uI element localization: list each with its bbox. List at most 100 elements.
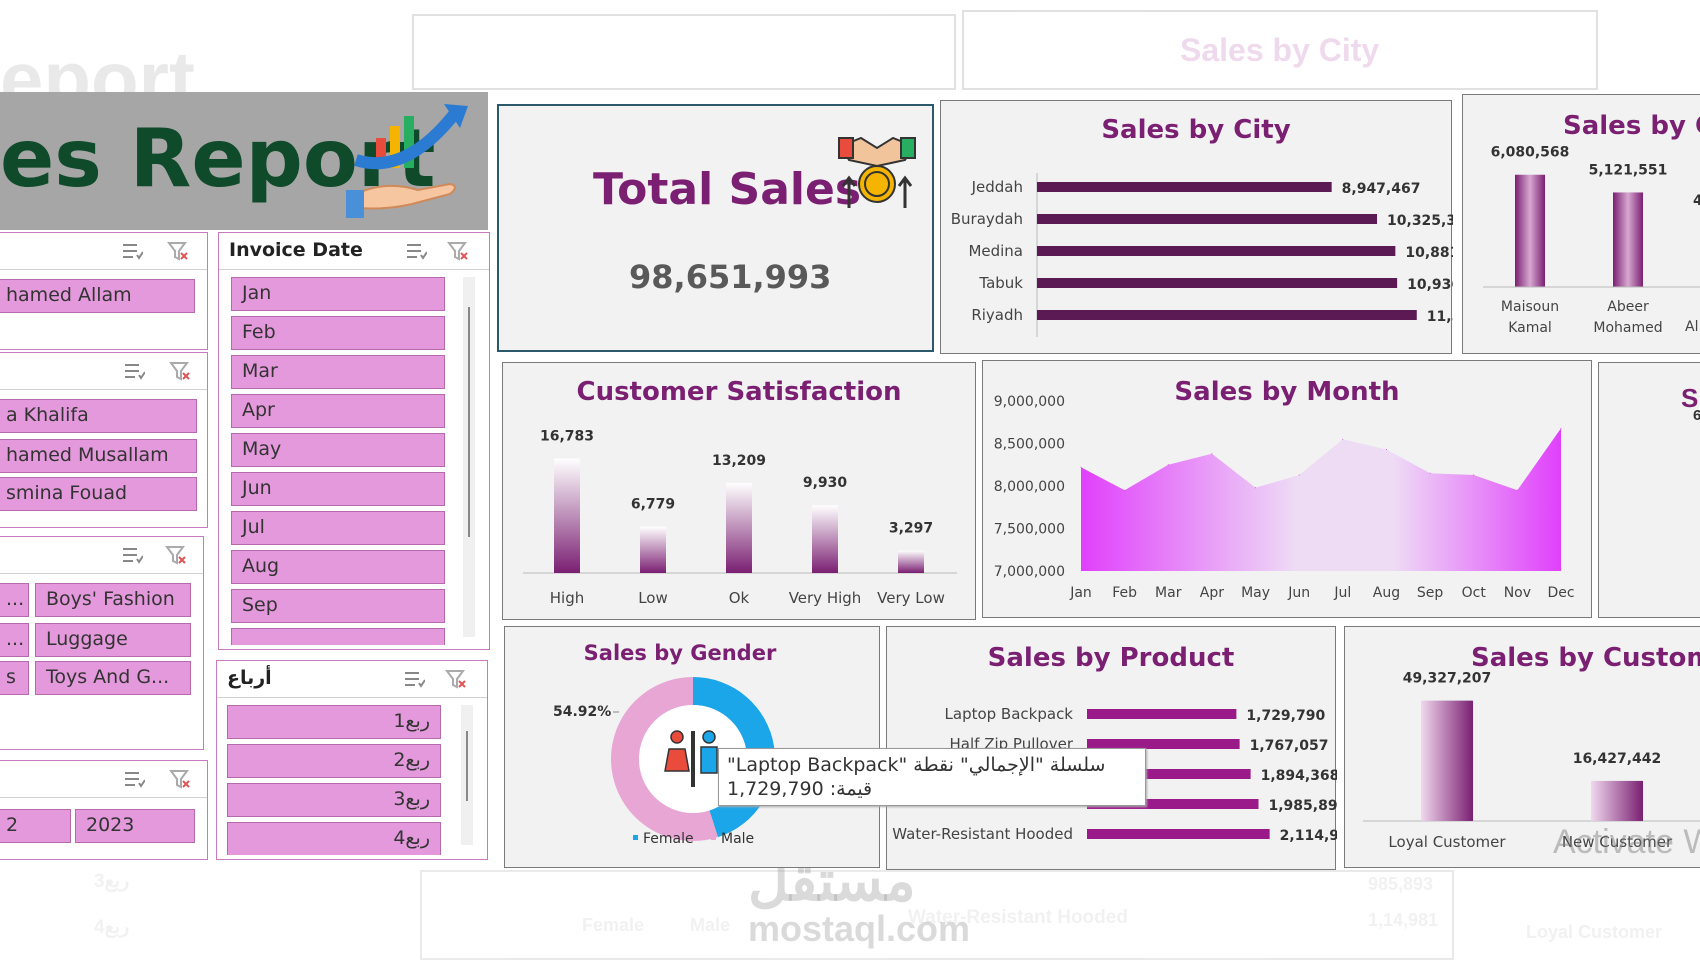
month-item[interactable]: ...	[231, 628, 445, 645]
customer-bar	[1591, 780, 1643, 821]
data-label: 1,985,893	[1269, 798, 1337, 814]
growth-chart-icon	[346, 104, 468, 218]
x-tick-label: Jan	[1069, 585, 1092, 601]
data-label: 6,080,568	[1491, 145, 1570, 161]
data-point	[1298, 474, 1300, 476]
data-label: 11,532,286	[1427, 309, 1453, 325]
percent-label: 54.92%	[553, 704, 611, 720]
data-label: 16,783	[540, 428, 594, 444]
product-bar	[1087, 829, 1270, 839]
ghost-product-label: Water-Resistant Hooded	[908, 907, 1128, 928]
legend-swatch	[711, 835, 716, 840]
slicer-item[interactable]: Luggage	[35, 623, 191, 657]
scrollbar[interactable]	[461, 705, 473, 845]
x-tick-label: Apr	[1200, 585, 1224, 601]
male-icon	[700, 746, 718, 774]
slicer-item[interactable]: ...	[0, 623, 29, 657]
divider-icon	[691, 731, 695, 787]
data-label: 8,947,467	[1342, 181, 1421, 197]
month-item[interactable]: May	[231, 433, 445, 467]
ghost-frame-1	[412, 14, 956, 90]
legend-female: Female	[643, 831, 694, 847]
month-area	[1081, 428, 1561, 571]
sales-by-gender-panel: Sales by Gender 54.92% Female Male	[504, 626, 880, 868]
ghost-legend-female: Female	[582, 915, 645, 935]
customer-bar	[1613, 192, 1643, 287]
quarter-item[interactable]: ربع3	[227, 783, 441, 817]
multi-select-icon[interactable]	[123, 769, 145, 789]
multi-select-icon[interactable]	[403, 669, 425, 689]
quarter-item[interactable]: ربع2	[227, 744, 441, 778]
category-label: Buraydah	[951, 210, 1023, 228]
ghost-frame-3	[420, 870, 1454, 960]
y-tick-label: 7,500,000	[994, 522, 1065, 538]
quarter-item[interactable]: ربع4	[227, 822, 441, 855]
city-bar	[1037, 246, 1396, 256]
month-item[interactable]: Jun	[231, 472, 445, 506]
month-item[interactable]: Jul	[231, 511, 445, 545]
slicer-item[interactable]: a Khalifa	[0, 399, 197, 433]
clear-filter-icon[interactable]	[169, 769, 191, 789]
satisfaction-bar	[554, 458, 580, 573]
month-chart-title: Sales by Month	[1174, 377, 1400, 407]
month-item[interactable]: Feb	[231, 316, 445, 350]
slicer-item[interactable]: 2023	[75, 809, 195, 843]
slicer-item[interactable]: smina Fouad	[0, 477, 197, 511]
satisfaction-bar	[898, 550, 924, 573]
clear-filter-icon[interactable]	[445, 669, 467, 689]
slicer-item[interactable]: s	[0, 661, 29, 695]
slicer-item[interactable]: Boys' Fashion	[35, 583, 191, 617]
data-label: 10,881,898	[1405, 245, 1453, 261]
city-bar	[1037, 182, 1332, 192]
ghost-city-title: Sales by City	[1180, 32, 1380, 68]
quarter-list: ربع1 ربع2 ربع3 ربع4	[227, 705, 443, 855]
multi-select-icon[interactable]	[123, 361, 145, 381]
category-label: Medina	[968, 242, 1023, 260]
clear-filter-icon[interactable]	[169, 361, 191, 381]
slicer-item[interactable]: hamed Musallam	[0, 439, 197, 473]
tooltip-line-2: قيمة: 1,729,790	[727, 778, 873, 800]
ghost-value-2: 1,14,981	[1368, 910, 1439, 930]
quarter-item[interactable]: ربع1	[227, 705, 441, 739]
gender-icon	[664, 730, 718, 787]
total-sales-value: 98,651,993	[629, 258, 832, 296]
slicer-item[interactable]: hamed Allam	[0, 279, 195, 313]
sales-by-customer-panel: Sales by Customer 49,327,207 Loyal Custom…	[1344, 626, 1700, 868]
slicer-invoice-date: Invoice Date Jan Feb Mar Apr May Jun Jul…	[218, 232, 490, 650]
category-label: Low	[638, 589, 668, 607]
handshake-coin-icon	[838, 136, 916, 208]
report-header: es Report	[0, 92, 488, 230]
data-point	[1385, 448, 1387, 450]
multi-select-icon[interactable]	[121, 545, 143, 565]
slicer-item[interactable]: 2	[0, 809, 71, 843]
city-bar	[1037, 310, 1417, 320]
month-item[interactable]: Jan	[231, 277, 445, 311]
month-area-chart: 9,000,000 8,500,000 8,000,000 7,500,000 7,00…	[994, 394, 1575, 601]
product-bar	[1087, 769, 1251, 779]
category-label: Tabuk	[978, 274, 1023, 292]
partial-panel-right: S 6	[1598, 362, 1700, 618]
slicer-item[interactable]: ...	[0, 583, 29, 617]
slicer-item[interactable]: Toys And G...	[35, 661, 191, 695]
category-label: New Customer	[1562, 833, 1673, 851]
month-item[interactable]: Sep	[231, 589, 445, 623]
clear-filter-icon[interactable]	[447, 241, 469, 261]
chart-tooltip: سلسلة "الإجمالي" نقطة "Laptop Backpack" …	[718, 748, 1146, 806]
multi-select-icon[interactable]	[405, 241, 427, 261]
month-item[interactable]: Apr	[231, 394, 445, 428]
clear-filter-icon[interactable]	[165, 545, 187, 565]
slicer-salesperson: hamed Allam	[0, 232, 208, 350]
legend-swatch	[633, 835, 638, 840]
month-item[interactable]: Aug	[231, 550, 445, 584]
data-label: 6,779	[631, 497, 675, 513]
category-label: Water-Resistant Hooded	[892, 825, 1073, 843]
data-point	[1429, 472, 1431, 474]
satisfaction-bar	[812, 505, 838, 573]
partial-value: 6	[1693, 407, 1700, 424]
multi-select-icon[interactable]	[121, 241, 143, 261]
clear-filter-icon[interactable]	[167, 241, 189, 261]
scrollbar[interactable]	[463, 277, 475, 637]
male-icon	[702, 730, 716, 744]
month-item[interactable]: Mar	[231, 355, 445, 389]
